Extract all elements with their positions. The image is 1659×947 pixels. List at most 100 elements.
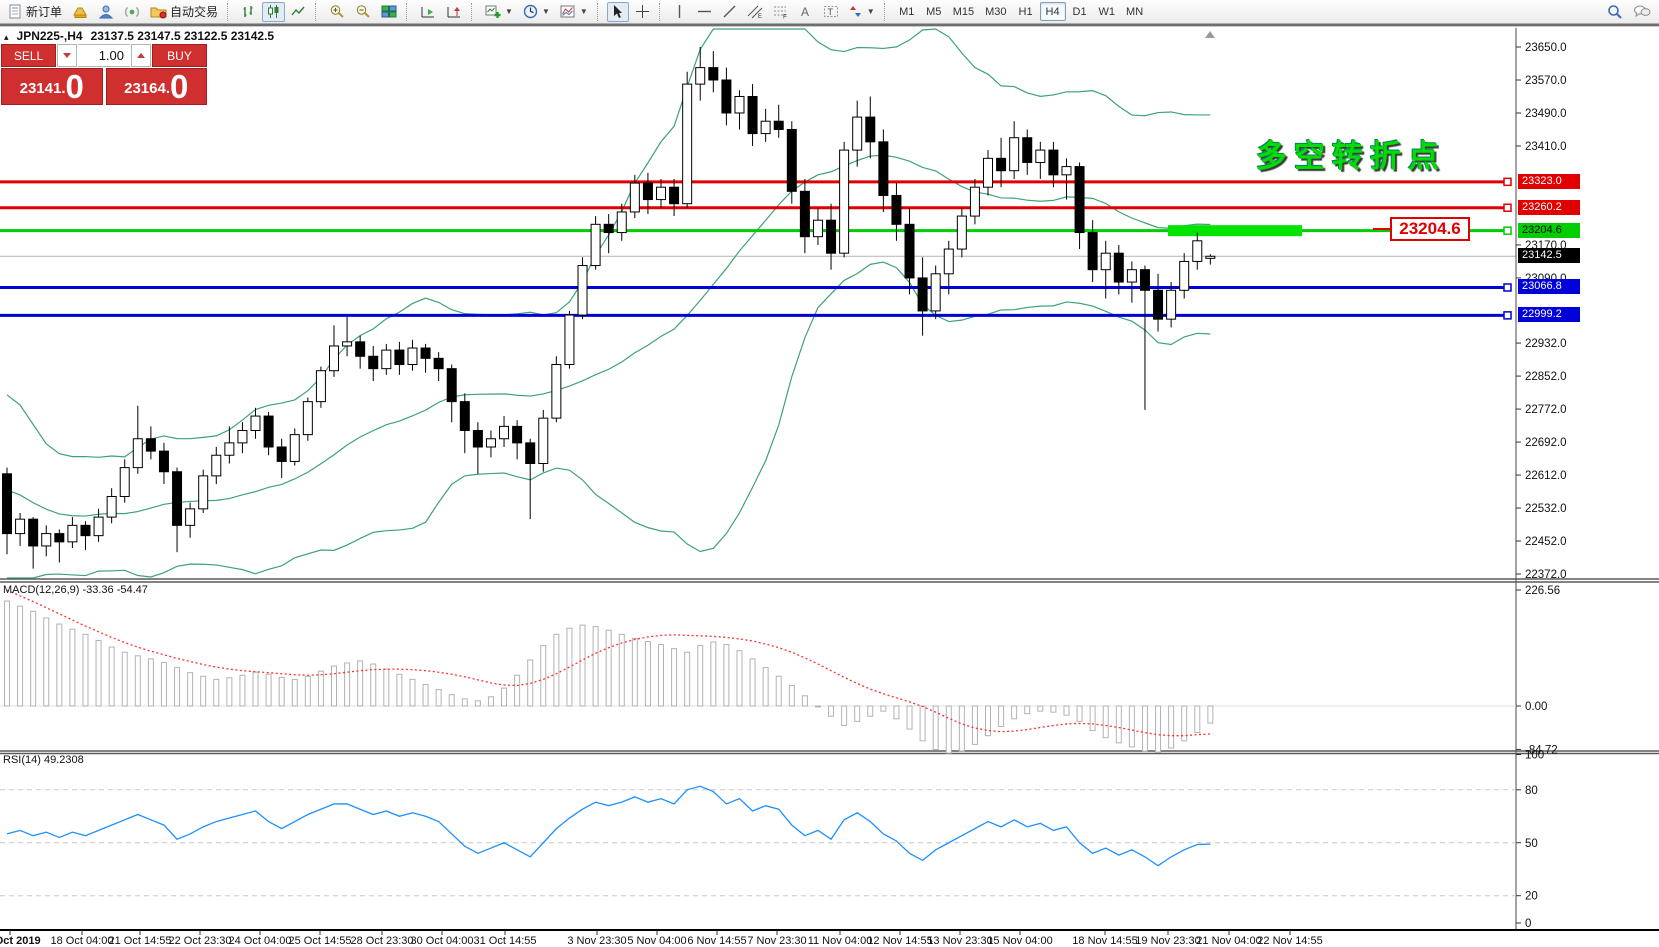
chart-candles-button[interactable]	[262, 1, 286, 22]
triangle-up-icon	[137, 53, 145, 58]
price-badge-23142.5: 23142.5	[1518, 248, 1580, 264]
time-axis-label: 7 Nov 23:30	[747, 935, 806, 947]
crosshair-button[interactable]	[631, 2, 654, 22]
auto-trading-button[interactable]: 自动交易	[146, 2, 222, 22]
fibonacci-button[interactable]: F	[769, 2, 793, 22]
chart-title: JPN225-,H4	[16, 29, 83, 43]
chevron-down-icon: ▼	[866, 7, 875, 16]
toolbar-separator	[883, 2, 889, 21]
horizontal-line-button[interactable]	[693, 2, 716, 22]
chat-button[interactable]	[1629, 2, 1655, 22]
toolbar-separator	[596, 2, 602, 21]
sell-price-big: 0	[65, 68, 84, 105]
text-label-button[interactable]: T	[819, 2, 843, 22]
timeframe-button-h4[interactable]: H4	[1039, 2, 1066, 21]
tile-windows-button[interactable]	[377, 2, 401, 22]
svg-text:T: T	[827, 7, 833, 17]
triangle-down-icon	[63, 53, 71, 58]
svg-text:100: 100	[1525, 750, 1544, 762]
time-axis-label: 3 Nov 23:30	[567, 935, 626, 947]
chevron-down-icon: ▼	[579, 7, 588, 16]
zoom-out-button[interactable]	[351, 2, 375, 22]
zoom-in-button[interactable]	[325, 2, 349, 22]
templates-icon	[560, 5, 575, 18]
toolbar: 新订单 自动交易	[0, 0, 1659, 24]
time-axis-label: 6 Nov 14:55	[687, 935, 746, 947]
toolbar-separator	[227, 2, 232, 21]
toolbar-separator	[315, 2, 320, 21]
time-axis-label: 11 Nov 04:00	[808, 935, 873, 947]
timeframe-button-mn[interactable]: MN	[1126, 5, 1144, 18]
new-order-button[interactable]: 新订单	[4, 2, 66, 22]
svg-text:80: 80	[1525, 785, 1538, 797]
svg-text:226.56: 226.56	[1525, 585, 1560, 597]
time-axis-label: 21 Nov 04:00	[1196, 935, 1261, 947]
price-label-object[interactable]: 23204.6	[1390, 217, 1470, 241]
zoom-out-icon	[356, 5, 370, 18]
signals-button[interactable]	[120, 2, 144, 22]
fibonacci-icon: F	[773, 6, 787, 19]
new-chart-button[interactable]: ▼	[481, 2, 517, 22]
chart-line-button[interactable]	[287, 2, 310, 22]
time-axis-label: 18 Oct 04:00	[51, 935, 114, 947]
tile-windows-icon	[381, 5, 397, 18]
time-axis-label: 31 Oct 14:55	[474, 935, 537, 947]
text-button[interactable]: A	[795, 2, 817, 22]
channel-button[interactable]: E	[743, 2, 767, 22]
arrows-button[interactable]: ▼	[845, 2, 879, 22]
timeframe-button-h1[interactable]: H1	[1018, 5, 1033, 18]
price-badge-23066.8: 23066.8	[1518, 279, 1580, 295]
svg-text:23410.0: 23410.0	[1525, 141, 1567, 153]
svg-text:22932.0: 22932.0	[1525, 338, 1567, 350]
chart-bars-button[interactable]	[237, 2, 260, 22]
buy-button[interactable]: BUY	[152, 44, 207, 67]
chart-candles-icon	[268, 5, 279, 18]
vertical-line-button[interactable]	[669, 2, 691, 22]
price-badge-22999.2: 22999.2	[1518, 307, 1580, 323]
history-center-button[interactable]	[68, 2, 92, 22]
volume-decrease-button[interactable]	[57, 44, 77, 67]
search-button[interactable]	[1603, 2, 1627, 22]
search-icon	[1608, 4, 1622, 19]
cursor-button[interactable]	[606, 1, 629, 22]
window-frame-edge	[0, 24, 1659, 27]
svg-text:22532.0: 22532.0	[1525, 503, 1567, 515]
cursor-icon	[614, 5, 623, 18]
time-axis-label: 13 Nov 23:30	[927, 935, 992, 947]
chart-bars-icon	[243, 6, 253, 17]
timeframe-button-m15[interactable]: M15	[952, 5, 975, 18]
timeframe-button-m1[interactable]: M1	[899, 5, 915, 18]
toolbar-separator	[406, 2, 411, 21]
timeframe-button-d1[interactable]: D1	[1072, 5, 1087, 18]
timeframe-button-w1[interactable]: W1	[1098, 5, 1116, 18]
buy-price-button[interactable]: 23164. 0	[105, 68, 207, 105]
collapse-caret-icon[interactable]: ▴	[4, 32, 9, 42]
svg-text:-84.72: -84.72	[1525, 744, 1558, 756]
volume-input[interactable]	[78, 44, 130, 67]
price-badge-23260.2: 23260.2	[1518, 199, 1580, 215]
timeframe-button-m5[interactable]: M5	[926, 5, 942, 18]
svg-text:22372.0: 22372.0	[1525, 569, 1567, 581]
chart-shift-icon	[447, 7, 461, 18]
history-center-icon	[73, 7, 87, 18]
periods-button[interactable]: ▼	[519, 2, 554, 22]
templates-button[interactable]: ▼	[556, 2, 592, 22]
chart-ohlc-values: 23137.5 23147.5 23122.5 23142.5	[90, 29, 275, 43]
annotation-text-object[interactable]: 多空转折点	[1256, 139, 1446, 174]
volume-increase-button[interactable]	[131, 44, 151, 67]
trendline-button[interactable]	[718, 2, 741, 22]
text-icon: A	[801, 5, 809, 19]
chart-shift-button[interactable]	[442, 2, 466, 22]
auto-scroll-button[interactable]	[416, 2, 440, 22]
market-watch-button[interactable]	[94, 2, 118, 22]
time-axis-label: 22 Oct 23:30	[169, 935, 232, 947]
svg-text:22612.0: 22612.0	[1525, 470, 1567, 482]
chat-icon	[1634, 5, 1651, 18]
svg-text:22452.0: 22452.0	[1525, 536, 1567, 548]
timeframe-button-m30[interactable]: M30	[985, 5, 1007, 18]
sell-button[interactable]: SELL	[1, 44, 56, 67]
svg-text:22852.0: 22852.0	[1525, 371, 1567, 383]
chart-canvas[interactable]: 23650.023570.023490.023410.023170.023090…	[0, 27, 1659, 947]
signals-icon	[125, 7, 139, 17]
sell-price-button[interactable]: 23141. 0	[1, 68, 103, 105]
